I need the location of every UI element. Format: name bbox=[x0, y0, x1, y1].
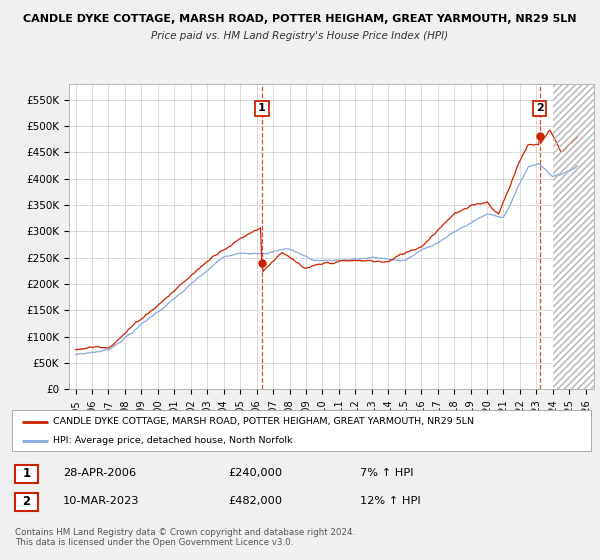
Text: CANDLE DYKE COTTAGE, MARSH ROAD, POTTER HEIGHAM, GREAT YARMOUTH, NR29 5LN: CANDLE DYKE COTTAGE, MARSH ROAD, POTTER … bbox=[53, 417, 473, 426]
Text: Contains HM Land Registry data © Crown copyright and database right 2024.
This d: Contains HM Land Registry data © Crown c… bbox=[15, 528, 355, 548]
Bar bbox=[553, 84, 594, 389]
Text: 1: 1 bbox=[258, 104, 266, 114]
Text: Price paid vs. HM Land Registry's House Price Index (HPI): Price paid vs. HM Land Registry's House … bbox=[151, 31, 449, 41]
Bar bbox=[553, 84, 594, 389]
Text: 28-APR-2006: 28-APR-2006 bbox=[63, 468, 136, 478]
Text: 7% ↑ HPI: 7% ↑ HPI bbox=[360, 468, 413, 478]
Text: £240,000: £240,000 bbox=[228, 468, 282, 478]
Text: £482,000: £482,000 bbox=[228, 496, 282, 506]
Text: 12% ↑ HPI: 12% ↑ HPI bbox=[360, 496, 421, 506]
Text: 1: 1 bbox=[22, 467, 31, 480]
Text: 2: 2 bbox=[536, 104, 544, 114]
Text: HPI: Average price, detached house, North Norfolk: HPI: Average price, detached house, Nort… bbox=[53, 436, 292, 445]
Text: 2: 2 bbox=[22, 495, 31, 508]
Text: CANDLE DYKE COTTAGE, MARSH ROAD, POTTER HEIGHAM, GREAT YARMOUTH, NR29 5LN: CANDLE DYKE COTTAGE, MARSH ROAD, POTTER … bbox=[23, 14, 577, 24]
Text: 10-MAR-2023: 10-MAR-2023 bbox=[63, 496, 139, 506]
